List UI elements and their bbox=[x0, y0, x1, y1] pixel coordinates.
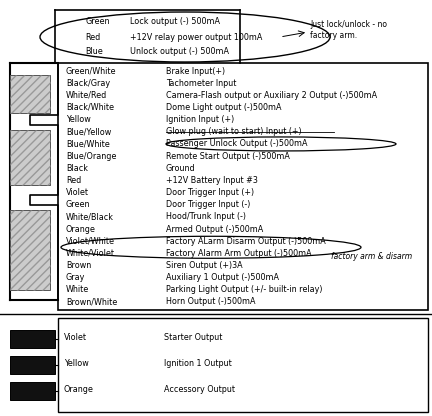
Bar bbox=[58, 318, 428, 412]
Text: Green: Green bbox=[66, 200, 90, 209]
Text: Auxiliary 1 Output (-)500mA: Auxiliary 1 Output (-)500mA bbox=[166, 273, 279, 282]
Text: Starter Output: Starter Output bbox=[164, 334, 222, 342]
Text: +12V relay power output 100mA: +12V relay power output 100mA bbox=[130, 32, 262, 42]
Text: Orange: Orange bbox=[66, 225, 96, 233]
Text: Door Trigger Input (-): Door Trigger Input (-) bbox=[166, 200, 251, 209]
Text: Ground: Ground bbox=[166, 164, 196, 173]
Bar bbox=[10, 330, 55, 348]
Bar bbox=[10, 210, 50, 290]
Text: Unlock output (-) 500mA: Unlock output (-) 500mA bbox=[130, 47, 229, 57]
Text: Green/White: Green/White bbox=[66, 67, 117, 75]
Text: Violet/White: Violet/White bbox=[66, 237, 115, 246]
Text: Factory Alarm Arm Output (-)500mA: Factory Alarm Arm Output (-)500mA bbox=[166, 249, 311, 258]
Text: Blue/Yellow: Blue/Yellow bbox=[66, 127, 111, 136]
Text: White/Red: White/Red bbox=[66, 91, 107, 100]
Text: Hood/Trunk Input (-): Hood/Trunk Input (-) bbox=[166, 213, 246, 221]
Bar bbox=[10, 75, 50, 113]
Text: Yellow: Yellow bbox=[64, 359, 89, 369]
Text: Brown/White: Brown/White bbox=[66, 297, 117, 307]
Text: Blue/Orange: Blue/Orange bbox=[66, 151, 116, 161]
Text: Door Trigger Input (+): Door Trigger Input (+) bbox=[166, 188, 254, 197]
Text: Passenger Unlock Output (-)500mA: Passenger Unlock Output (-)500mA bbox=[166, 139, 308, 149]
Text: White: White bbox=[66, 285, 89, 295]
Text: Accessory Output: Accessory Output bbox=[164, 386, 235, 394]
Text: Remote Start Output (-)500mA: Remote Start Output (-)500mA bbox=[166, 151, 290, 161]
Text: Brown: Brown bbox=[66, 261, 91, 270]
Text: Dome Light output (-)500mA: Dome Light output (-)500mA bbox=[166, 103, 282, 112]
Bar bbox=[10, 210, 50, 290]
Text: Horn Output (-)500mA: Horn Output (-)500mA bbox=[166, 297, 255, 307]
Text: Black: Black bbox=[66, 164, 88, 173]
Text: Violet: Violet bbox=[64, 334, 87, 342]
Text: Red: Red bbox=[66, 176, 81, 185]
Text: Gray: Gray bbox=[66, 273, 86, 282]
Text: Armed Output (-)500mA: Armed Output (-)500mA bbox=[166, 225, 263, 233]
Bar bbox=[58, 63, 428, 310]
Text: Factory ALarm Disarm Output (-)500mA: Factory ALarm Disarm Output (-)500mA bbox=[166, 237, 326, 246]
Text: Siren Output (+)3A: Siren Output (+)3A bbox=[166, 261, 243, 270]
Bar bbox=[10, 75, 50, 113]
Text: Tachometer Input: Tachometer Input bbox=[166, 79, 236, 88]
Text: Just lock/unlock - no
factory arm.: Just lock/unlock - no factory arm. bbox=[310, 20, 387, 40]
Text: +12V Battery Input #3: +12V Battery Input #3 bbox=[166, 176, 258, 185]
Text: Red: Red bbox=[85, 32, 100, 42]
Text: Black/Gray: Black/Gray bbox=[66, 79, 110, 88]
Text: Green: Green bbox=[85, 17, 109, 27]
Bar bbox=[10, 382, 55, 400]
Text: Camera-Flash output or Auxiliary 2 Output (-)500mA: Camera-Flash output or Auxiliary 2 Outpu… bbox=[166, 91, 377, 100]
Text: Blue/White: Blue/White bbox=[66, 139, 110, 149]
Text: Parking Light Output (+/- built-in relay): Parking Light Output (+/- built-in relay… bbox=[166, 285, 323, 295]
Text: Ignition 1 Output: Ignition 1 Output bbox=[164, 359, 232, 369]
Text: Yellow: Yellow bbox=[66, 115, 91, 124]
Text: Lock output (-) 500mA: Lock output (-) 500mA bbox=[130, 17, 220, 27]
Text: factory arm & disarm: factory arm & disarm bbox=[331, 252, 412, 261]
Text: Brake Input(+): Brake Input(+) bbox=[166, 67, 225, 75]
Text: Glow plug (wait to start) Input (+): Glow plug (wait to start) Input (+) bbox=[166, 127, 302, 136]
Text: Violet: Violet bbox=[66, 188, 89, 197]
Text: Orange: Orange bbox=[64, 386, 94, 394]
Bar bbox=[10, 356, 55, 374]
Text: Ignition Input (+): Ignition Input (+) bbox=[166, 115, 234, 124]
Text: White/Black: White/Black bbox=[66, 213, 114, 221]
Text: White/Violet: White/Violet bbox=[66, 249, 115, 258]
Bar bbox=[10, 130, 50, 185]
Bar bbox=[10, 130, 50, 185]
Text: Blue: Blue bbox=[85, 47, 103, 57]
Text: Black/White: Black/White bbox=[66, 103, 114, 112]
